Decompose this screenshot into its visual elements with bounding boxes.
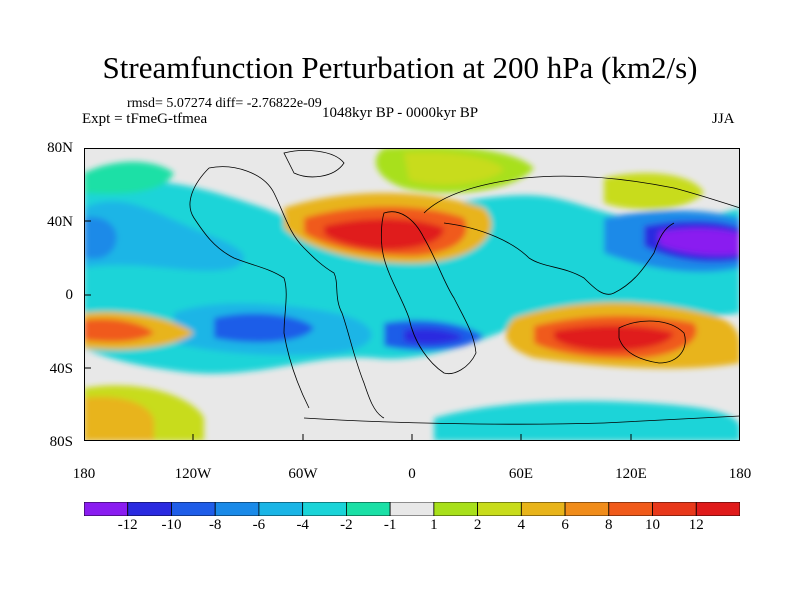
colorbar-swatch <box>564 502 610 516</box>
colorbar-label: 6 <box>561 517 569 533</box>
colorbar-label: -8 <box>208 517 222 533</box>
contour-pos-4-arctic <box>404 152 504 185</box>
lon-label-0: 0 <box>408 466 416 482</box>
colorbar-swatch <box>433 502 478 516</box>
stats-text: rmsd= 5.07274 diff= -2.76822e-09 <box>127 96 322 111</box>
contour-neg-4-west <box>84 201 244 271</box>
lon-label-180e: 180 <box>728 466 752 482</box>
contour-pos-4-north-pacific <box>604 173 704 210</box>
contour-neg-8-south-america <box>214 313 314 343</box>
coastline-eurasia-south <box>443 222 675 295</box>
colorbar-swatch <box>171 502 216 516</box>
contour-neg-1-northwest <box>84 161 174 194</box>
contour-pos-6-southwest <box>84 396 154 441</box>
lat-label-40s: 40S <box>49 361 73 377</box>
lat-label-80s: 80S <box>49 434 73 450</box>
contour-neg-12-pacific <box>659 228 740 256</box>
experiment-label: Expt = tFmeG-tfmea <box>82 111 208 127</box>
colorbar <box>84 502 740 516</box>
season-label: JJA <box>712 111 735 127</box>
colorbar-swatch <box>477 502 522 516</box>
lon-label-60w: 60W <box>288 466 318 482</box>
colorbar-swatch <box>302 502 347 516</box>
coastline-australia <box>618 320 686 364</box>
colorbar-label: -12 <box>117 517 138 533</box>
colorbar-swatch <box>345 502 391 516</box>
colorbar-label: -10 <box>161 517 182 533</box>
colorbar-swatch <box>520 502 566 516</box>
lon-label-120e: 120E <box>615 466 647 482</box>
contour-neg-10-south-africa <box>404 328 464 345</box>
lon-label-180w: 180 <box>72 466 96 482</box>
contour-neg-6-west <box>84 217 117 259</box>
colorbar-label: 8 <box>605 517 613 533</box>
colorbar-label: -1 <box>383 517 397 533</box>
colorbar-label: 10 <box>645 517 660 533</box>
period-label: 1048kyr BP - 0000kyr BP <box>322 105 479 121</box>
contour-neg-2-southern <box>434 401 740 441</box>
contour-pos-10-west <box>84 318 154 342</box>
lat-label-80n: 80N <box>47 140 73 156</box>
colorbar-label: -4 <box>296 517 309 533</box>
coastline-americas-west <box>189 167 310 409</box>
chart-title: Streamfunction Perturbation at 200 hPa (… <box>102 50 698 85</box>
coastline-greenland <box>283 150 345 178</box>
colorbar-swatch <box>608 502 653 516</box>
lat-label-0: 0 <box>65 287 74 303</box>
colorbar-swatch <box>84 502 129 516</box>
axis-ticks <box>84 148 740 441</box>
colorbar-label: -6 <box>252 517 266 533</box>
streamfunction-map <box>84 148 740 441</box>
coastline-americas-east <box>208 166 385 419</box>
colorbar-swatch <box>389 502 435 516</box>
coastline-eurasia-north <box>423 175 740 214</box>
colorbar-label: -2 <box>340 517 353 533</box>
coastline-africa <box>380 211 477 375</box>
colorbar-swatch <box>695 502 740 516</box>
colorbar-swatch <box>214 502 260 516</box>
colorbar-label: 2 <box>473 517 482 533</box>
lon-label-60e: 60E <box>508 466 534 482</box>
contour-pos-12-atlantic <box>324 218 444 250</box>
colorbar-label: 1 <box>430 517 438 533</box>
lat-label-40n: 40N <box>47 214 73 230</box>
colorbar-label: 4 <box>517 517 526 533</box>
colorbar-swatch <box>652 502 697 516</box>
contour-pos-12-indian <box>554 325 674 351</box>
coastline-antarctica <box>303 415 740 425</box>
colorbar-swatch <box>258 502 304 516</box>
lon-label-120w: 120W <box>174 466 212 482</box>
coastlines <box>189 150 740 425</box>
colorbar-swatch <box>127 502 172 516</box>
colorbar-label: 12 <box>688 517 704 533</box>
